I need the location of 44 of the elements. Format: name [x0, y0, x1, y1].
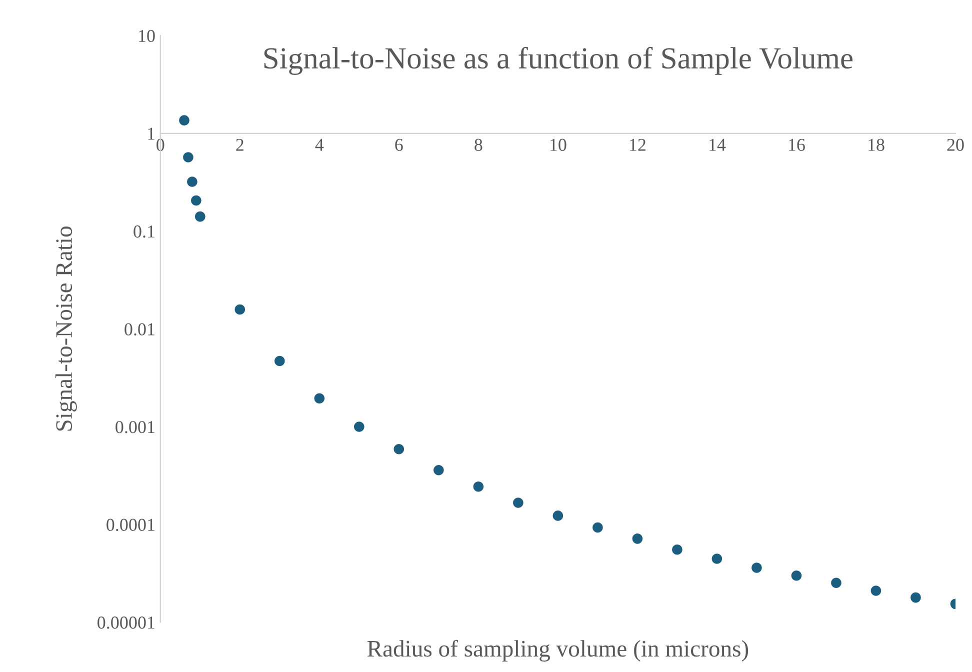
point — [672, 544, 682, 555]
point — [592, 522, 603, 533]
x-tick-label: 0 — [156, 138, 164, 151]
point — [194, 211, 206, 222]
point — [870, 586, 882, 596]
point — [191, 195, 202, 206]
y-tick-label: 0.00001 — [98, 616, 154, 629]
point — [910, 592, 921, 603]
y-axis-title: Signal-to-Noise Ratio — [55, 226, 77, 431]
x-axis-title: Radius of sampling volume (in microns) — [367, 640, 748, 662]
point — [274, 356, 285, 366]
point — [831, 578, 842, 588]
point — [632, 534, 643, 544]
x-tick-label: 12 — [630, 138, 646, 151]
y-tick-label: 0.01 — [124, 323, 154, 336]
point — [434, 464, 444, 476]
point — [394, 444, 404, 454]
point — [712, 554, 722, 564]
x-tick-label: 8 — [474, 138, 482, 151]
x-tick-label: 16 — [789, 138, 805, 151]
x-tick-label: 14 — [710, 138, 726, 151]
point — [552, 510, 564, 521]
y-tick-label: 0.1 — [134, 225, 154, 238]
x-tick-label: 2 — [236, 138, 244, 151]
point — [234, 304, 246, 315]
y-tick-label: 1 — [148, 128, 154, 140]
point — [314, 393, 325, 404]
point — [354, 422, 364, 432]
x-tick-label: 10 — [550, 138, 566, 151]
point — [791, 570, 802, 581]
chart-title: Signal-to-Noise as a function of Sample Volume — [264, 46, 852, 75]
point — [179, 115, 190, 126]
point — [473, 481, 484, 492]
point — [183, 152, 194, 162]
y-tick-label: 0.0001 — [106, 518, 154, 532]
y-tick-label: 10 — [139, 30, 155, 42]
point — [187, 176, 198, 187]
y-tick-label: 0.001 — [116, 420, 154, 434]
x-tick-label: 4 — [315, 138, 324, 151]
point — [752, 562, 762, 573]
x-tick-label: 18 — [868, 138, 884, 151]
point — [513, 498, 524, 508]
x-tick-label: 6 — [395, 138, 403, 151]
x-tick-label: 20 — [947, 138, 964, 151]
